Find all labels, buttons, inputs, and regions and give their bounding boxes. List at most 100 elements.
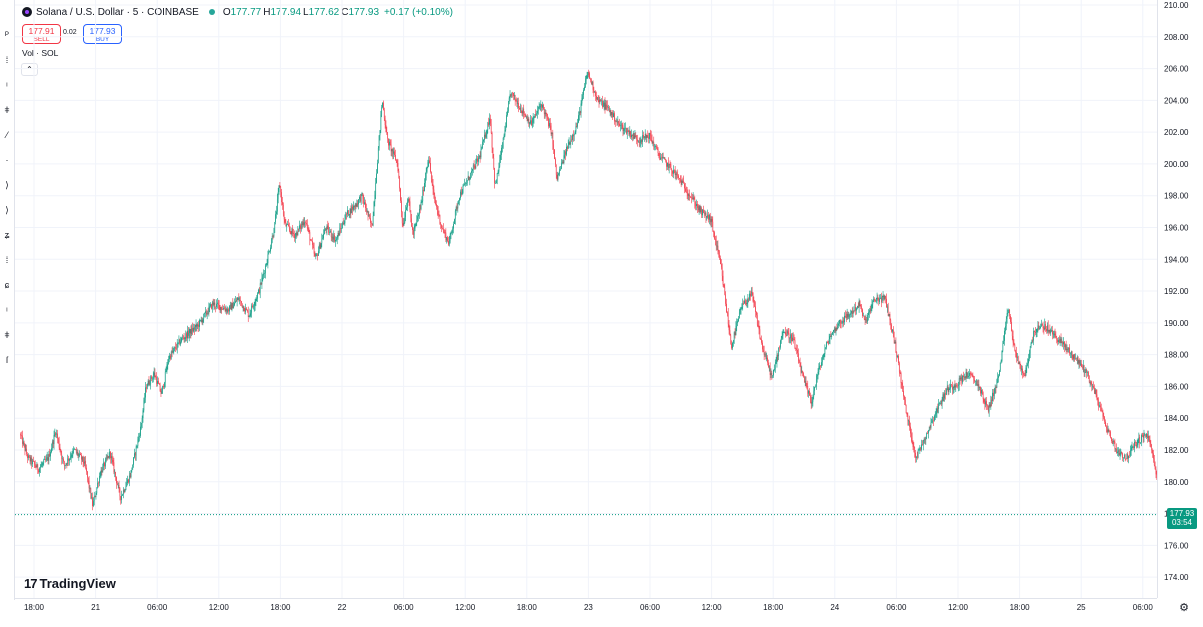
candle-body <box>789 337 791 339</box>
candle-body <box>1021 368 1023 370</box>
candle-body <box>276 198 278 212</box>
candle-body <box>251 305 253 313</box>
candle-body <box>1088 375 1090 383</box>
candle-body <box>408 199 410 202</box>
toolbar-tool-11-icon[interactable]: ᵎ <box>6 305 8 315</box>
candle-body <box>950 384 951 389</box>
volume-indicator-label[interactable]: Vol · SOL <box>22 48 59 58</box>
candle-body <box>79 453 81 456</box>
candle-body <box>529 123 531 125</box>
candle-body <box>718 251 720 255</box>
candle-body <box>55 433 57 435</box>
toolbar-tool-4-icon[interactable]: ⁄ <box>6 130 8 140</box>
candle-body <box>957 385 959 387</box>
toolbar-tool-8-icon[interactable]: ʑ <box>4 230 10 240</box>
candle-body <box>418 214 419 217</box>
toolbar-tool-7-icon[interactable]: ⟩ <box>5 205 9 215</box>
price-tick-label: 210.00 <box>1164 1 1189 10</box>
candle-body <box>1105 421 1106 427</box>
candle-body <box>466 180 468 184</box>
candle-body <box>931 421 933 423</box>
collapse-legend-button[interactable]: ⌃ <box>21 63 38 76</box>
candle-body <box>366 210 368 212</box>
toolbar-tool-5-icon[interactable]: · <box>5 155 9 165</box>
candle-body <box>1156 474 1158 475</box>
candle-body <box>531 120 532 125</box>
candle-body <box>776 354 778 363</box>
candle-body <box>1002 343 1004 351</box>
candle-body <box>784 331 786 333</box>
candlestick-chart[interactable] <box>15 0 1203 598</box>
candle-body <box>232 303 234 309</box>
candle-body <box>472 165 474 169</box>
candle-body <box>246 308 247 311</box>
toolbar-tool-0-icon[interactable]: ᴾ <box>5 30 9 40</box>
candle-body <box>942 394 944 401</box>
candle-body <box>543 108 545 115</box>
last-price-value: 177.93 <box>1169 509 1195 518</box>
candle-body <box>1111 437 1112 442</box>
candle-body <box>819 365 821 367</box>
candle-body <box>837 325 839 330</box>
candle-body <box>515 100 517 102</box>
candle-body <box>1082 365 1084 368</box>
candle-body <box>799 363 801 367</box>
candle-body <box>199 320 201 321</box>
candle-body <box>357 203 359 205</box>
candle-body <box>411 218 412 227</box>
candle-body <box>850 313 851 315</box>
candle-body <box>172 350 174 353</box>
candle-body <box>395 155 396 161</box>
candle-body <box>324 229 326 230</box>
toolbar-tool-10-icon[interactable]: ɕ <box>4 280 10 290</box>
toolbar-tool-12-icon[interactable]: ǂ <box>4 330 10 340</box>
candle-body <box>257 293 258 299</box>
toolbar-tool-2-icon[interactable]: ᵎ <box>6 80 8 90</box>
price-chart[interactable] <box>15 0 1203 598</box>
price-scale[interactable]: 174.00176.00178.00180.00182.00184.00186.… <box>1157 0 1203 598</box>
candle-body <box>122 494 123 496</box>
candle-body <box>233 305 235 309</box>
candle-body <box>458 200 460 203</box>
symbol-title[interactable]: Solana / U.S. Dollar · 5 · COINBASE <box>36 6 199 18</box>
tradingview-logo-text: TradingView <box>39 576 116 591</box>
toolbar-tool-6-icon[interactable]: ⟩ <box>5 180 9 190</box>
market-status-icon[interactable] <box>208 9 215 15</box>
candle-body <box>1132 446 1134 448</box>
candle-body <box>1026 365 1028 368</box>
candle-body <box>955 385 957 388</box>
candle-body <box>786 331 788 336</box>
candle-body <box>81 456 83 460</box>
candle-body <box>910 433 912 438</box>
candle-body <box>435 200 436 205</box>
candle-body <box>749 293 750 300</box>
sell-button[interactable]: 177.91 SELL <box>22 24 61 44</box>
tradingview-logo[interactable]: 17 TradingView <box>24 576 116 591</box>
candle-body <box>976 380 978 386</box>
candle-body <box>1070 351 1072 353</box>
symbol-legend[interactable]: Solana / U.S. Dollar · 5 · COINBASE O 177… <box>22 5 453 19</box>
candle-body <box>31 457 33 464</box>
toolbar-tool-1-icon[interactable]: ⁞ <box>5 55 9 65</box>
candle-body <box>490 123 492 134</box>
candle-body <box>703 209 704 213</box>
candle-body <box>594 91 596 93</box>
candle-body <box>979 387 981 388</box>
candle-body <box>345 213 347 220</box>
time-scale[interactable]: 18:00 21 06:00 12:00 18:00 22 06:00 12:00 18:00 2… <box>15 598 1179 622</box>
candle-body <box>721 264 722 268</box>
candle-body <box>321 239 323 244</box>
candle-body <box>158 380 159 384</box>
candle-body <box>553 144 555 150</box>
candle-body <box>1007 312 1009 314</box>
toolbar-tool-13-icon[interactable]: ſ <box>6 355 8 365</box>
chart-settings-icon[interactable]: ⚙ <box>1179 602 1189 614</box>
toolbar-tool-9-icon[interactable]: ⁞ <box>5 255 9 265</box>
toolbar-tool-3-icon[interactable]: ǂ <box>4 105 10 115</box>
candle-body <box>742 303 744 307</box>
candle-body <box>901 383 903 386</box>
buy-button[interactable]: 177.93 BUY <box>83 24 122 44</box>
candle-body <box>959 378 961 380</box>
candle-body <box>1064 341 1065 348</box>
candle-body <box>827 342 828 344</box>
